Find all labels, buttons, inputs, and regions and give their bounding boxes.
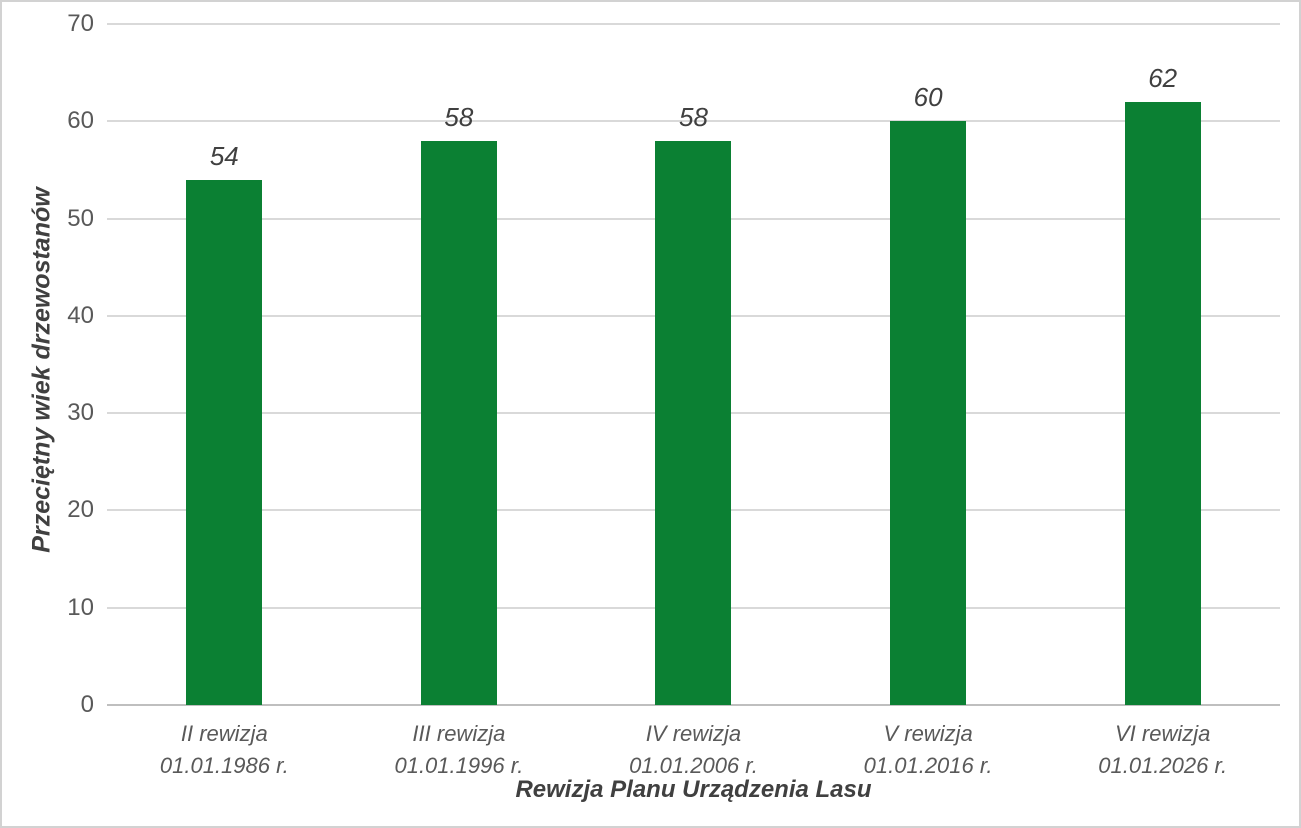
x-axis-title: Rewizja Planu Urządzenia Lasu [515, 776, 872, 803]
bar-slot: 58 [342, 24, 577, 705]
gridline [107, 120, 1280, 123]
bar-slot: 62 [1045, 24, 1280, 705]
bars-row: 54 58 58 60 62 [107, 24, 1280, 705]
y-tick-label: 10 [67, 593, 94, 621]
bar-value-label: 58 [679, 101, 708, 132]
bar-value-label: 58 [444, 101, 474, 132]
x-category-label: III rewizja 01.01.1996 r. [394, 721, 524, 778]
x-category-label: II rewizja 01.01.1986 r. [159, 721, 289, 778]
gridline [107, 23, 1280, 25]
bar-slot: 54 [107, 24, 342, 705]
bar [420, 140, 497, 705]
y-tick-label: 30 [67, 399, 94, 427]
y-tick-label: 20 [67, 496, 94, 524]
bar-slot: 60 [811, 24, 1046, 705]
x-category-label: VI rewizja 01.01.2026 r. [1098, 721, 1228, 778]
bar-value-label: 54 [209, 140, 239, 171]
y-tick-label: 40 [67, 301, 94, 329]
y-tick-label: 60 [67, 107, 94, 135]
x-category-row: II rewizja 01.01.1986 r. III rewizja 01.0… [107, 718, 1280, 782]
bar-slot: 58 [576, 24, 811, 705]
y-tick-label: 0 [80, 691, 94, 718]
x-axis-line [107, 704, 1280, 706]
y-tick-label: 50 [67, 204, 94, 232]
y-tick-label: 70 [67, 10, 94, 37]
bar-value-label: 62 [1148, 62, 1178, 93]
x-category-label: V rewizja 01.01.2016 r. [863, 721, 993, 778]
bar [186, 179, 263, 705]
x-category-label: IV rewizja 01.01.2006 r. [629, 721, 758, 778]
bar [890, 121, 967, 705]
bar-value-label: 60 [913, 82, 943, 113]
bar [655, 140, 732, 705]
plot-area: 54 58 58 60 62 [107, 23, 1280, 706]
y-axis: 0 10 20 30 40 50 60 70 [2, 12, 94, 717]
bar [1124, 101, 1201, 705]
